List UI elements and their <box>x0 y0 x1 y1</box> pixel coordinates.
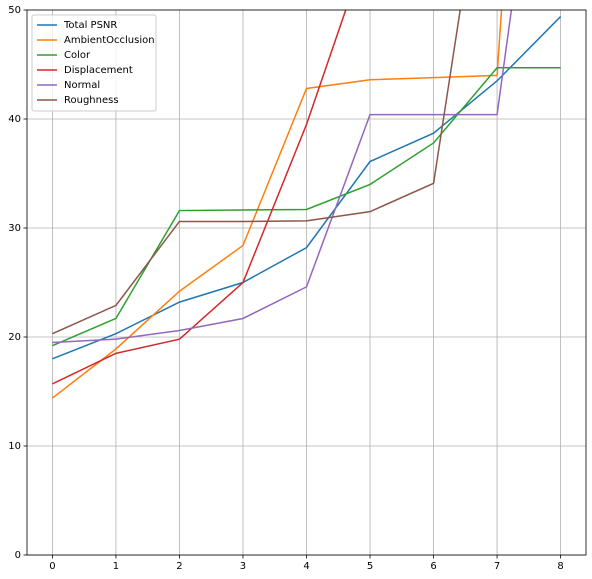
y-tick-label: 30 <box>8 223 21 234</box>
legend-label: Normal <box>64 80 100 91</box>
series-line <box>52 10 461 335</box>
x-tick-label: 8 <box>557 561 563 572</box>
x-tick-label: 6 <box>430 561 436 572</box>
lines <box>51 10 562 399</box>
legend-label: Roughness <box>64 95 119 106</box>
x-tick-label: 3 <box>240 561 246 572</box>
grid <box>27 9 586 556</box>
y-tick-label: 20 <box>8 332 21 343</box>
x-tick-label: 2 <box>176 561 182 572</box>
x-tick-label: 0 <box>49 561 55 572</box>
legend-label: Displacement <box>64 65 133 76</box>
axes: 0 1 2 3 4 5 6 7 8 0 10 20 30 40 50 <box>8 5 564 572</box>
series-line <box>52 16 562 360</box>
series-line <box>51 10 503 399</box>
x-tick-label: 7 <box>494 561 500 572</box>
series-line <box>52 10 513 344</box>
legend-label: Color <box>64 50 91 61</box>
y-tick-label: 50 <box>8 5 21 16</box>
series-line <box>52 67 561 347</box>
y-tick-label: 0 <box>15 550 21 561</box>
y-tick-label: 10 <box>8 441 21 452</box>
x-tick-label: 5 <box>367 561 373 572</box>
legend-label: Total PSNR <box>63 20 117 31</box>
legend: Total PSNR AmbientOcclusion Color Displacem… <box>31 14 157 112</box>
x-tick-label: 1 <box>113 561 119 572</box>
x-tick-label: 4 <box>303 561 309 572</box>
series-line <box>52 10 347 385</box>
legend-label: AmbientOcclusion <box>64 35 155 46</box>
legend-box <box>31 14 157 112</box>
y-tick-label: 40 <box>8 114 21 125</box>
